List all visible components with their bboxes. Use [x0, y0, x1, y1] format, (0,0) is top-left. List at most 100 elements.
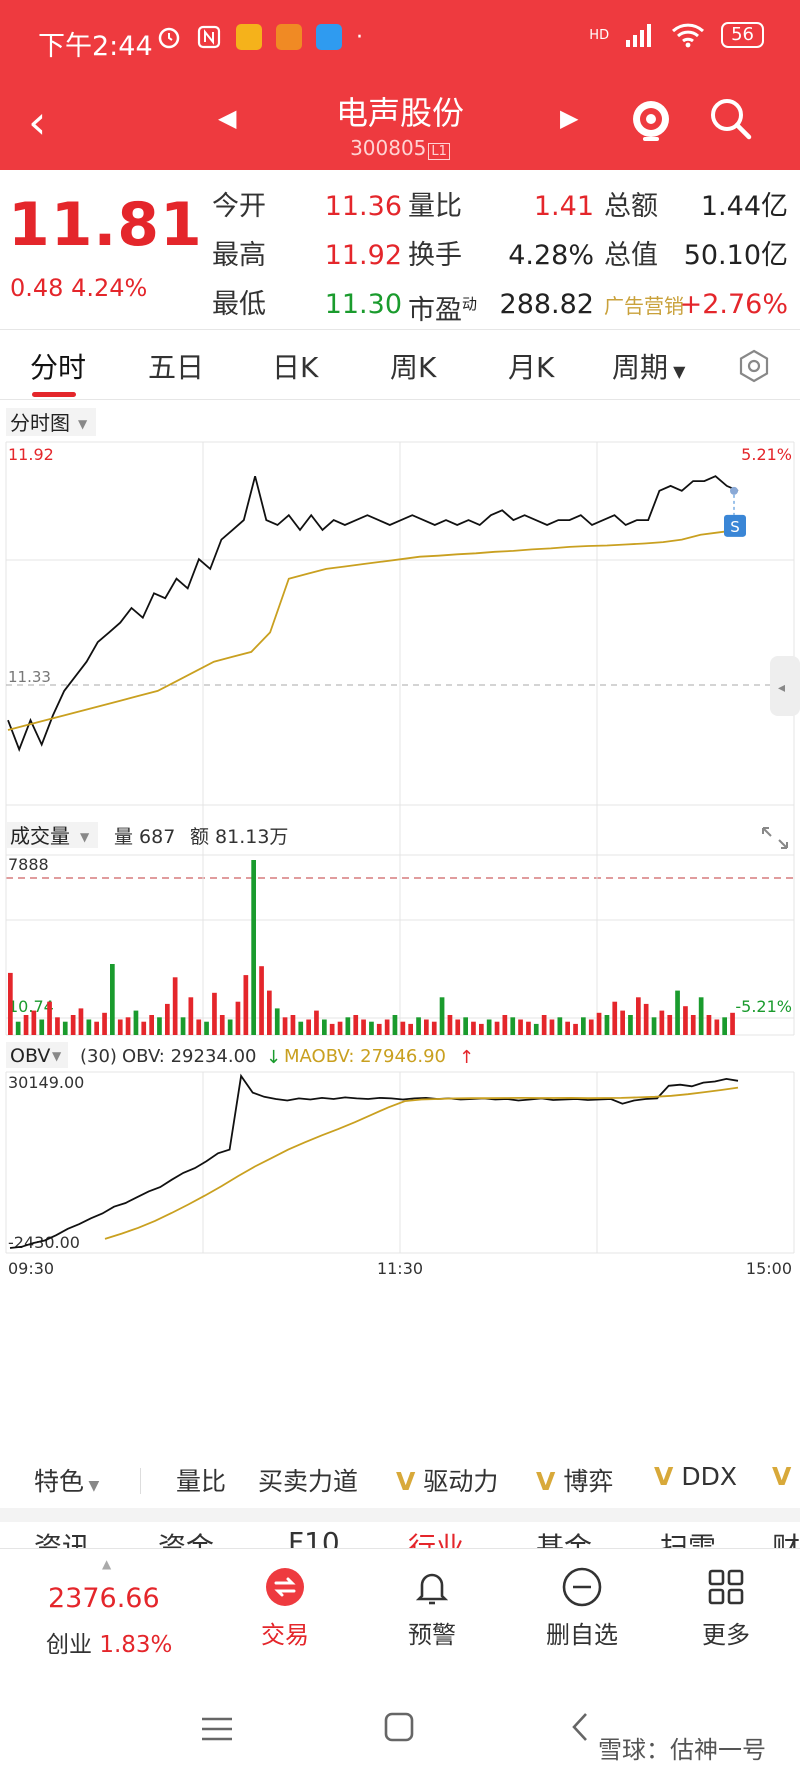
- indicator-more[interactable]: V: [772, 1462, 799, 1491]
- price-line: [7, 475, 739, 753]
- volume-bar: [39, 1019, 45, 1035]
- volume-bar: [204, 1021, 209, 1035]
- back-nav-icon[interactable]: [570, 1712, 590, 1742]
- tab-f10[interactable]: F10: [288, 1526, 340, 1550]
- x-tick-open: 09:30: [8, 1259, 54, 1278]
- tab-weekly-k[interactable]: 周K: [390, 351, 437, 384]
- tab-finance[interactable]: 财: [772, 1531, 800, 1550]
- volume-bar: [447, 1015, 453, 1035]
- volume-bar: [47, 1001, 52, 1035]
- search-icon[interactable]: [706, 94, 754, 142]
- side-collapse-handle[interactable]: ◂: [770, 656, 800, 716]
- volume-bar: [70, 1015, 76, 1035]
- next-stock-button[interactable]: ▶: [560, 104, 579, 132]
- volume-bar: [494, 1021, 500, 1035]
- trade-label: 交易: [261, 1621, 309, 1649]
- tab-funds-flow[interactable]: 资金: [158, 1531, 215, 1550]
- remove-watchlist-icon: [562, 1567, 602, 1607]
- volume-bar: [518, 1019, 523, 1035]
- chevron-down-icon: ▼: [52, 1049, 62, 1063]
- assistant-robot-icon[interactable]: [626, 94, 676, 144]
- turnover-value: 4.28%: [508, 240, 594, 271]
- volume-bar: [714, 1019, 720, 1035]
- bottom-toolbar: ▲ 2376.66 创业 1.83% 交易 预警 删自选 更多: [0, 1548, 800, 1678]
- volume-bar: [102, 1012, 107, 1035]
- y-axis-top-label: 11.92: [8, 445, 54, 464]
- tab-monthly-k[interactable]: 月K: [508, 351, 555, 384]
- tab-daily-k[interactable]: 日K: [272, 351, 319, 384]
- active-tab-indicator: [32, 392, 76, 397]
- network-type: HD: [589, 27, 610, 43]
- indicator-volume-ratio[interactable]: 量比: [176, 1467, 227, 1496]
- tab-risk[interactable]: 扫雷: [660, 1531, 717, 1550]
- trade-button[interactable]: 交易: [225, 1565, 345, 1650]
- volume-bar: [628, 1015, 633, 1035]
- tab-intraday[interactable]: 分时: [30, 351, 87, 384]
- volume-bar: [306, 1019, 311, 1035]
- alert-button[interactable]: 预警: [372, 1565, 492, 1650]
- more-button[interactable]: 更多: [666, 1565, 786, 1650]
- indicator-buy-sell-force[interactable]: 买卖力道: [258, 1467, 359, 1496]
- volume-max-label: 7888: [8, 855, 49, 874]
- volume-selector[interactable]: [6, 822, 98, 848]
- tab-fund[interactable]: 基金: [536, 1531, 593, 1550]
- volume-bar: [125, 1017, 131, 1035]
- obv-selector[interactable]: [6, 1042, 68, 1068]
- volume-bar: [353, 1015, 359, 1035]
- volume-bar: [510, 1017, 516, 1035]
- volume-bar: [533, 1023, 539, 1035]
- obv-title: OBV: [10, 1045, 50, 1067]
- settings-hexagon-icon[interactable]: [736, 348, 772, 384]
- volume-bar: [408, 1023, 413, 1035]
- volume-bar: [698, 997, 704, 1035]
- tab-industry[interactable]: 行业: [408, 1531, 465, 1550]
- indicator-game[interactable]: V 博弈: [536, 1462, 613, 1498]
- indicator-featured[interactable]: 特色 ▼: [34, 1462, 99, 1498]
- bell-icon: [415, 1573, 449, 1605]
- volume-bar: [565, 1021, 570, 1035]
- vip-v-icon: V: [654, 1462, 674, 1491]
- intraday-selector[interactable]: 分时图 ▼: [6, 408, 96, 436]
- y-axis-bottom-pct: -5.21%: [735, 997, 792, 1016]
- volume-title: 成交量: [10, 824, 70, 848]
- obv-param: (30): [80, 1046, 117, 1067]
- divider: [140, 1468, 141, 1494]
- volume-bar: [400, 1021, 406, 1035]
- maobv-line: [104, 1086, 739, 1240]
- tab-five-day[interactable]: 五日: [148, 351, 205, 384]
- stock-code-row: 300805 L1: [0, 136, 800, 160]
- volume-bar: [581, 1017, 586, 1035]
- menu-icon[interactable]: [200, 1716, 234, 1742]
- tab-news[interactable]: 资讯: [34, 1531, 91, 1550]
- volume-bar: [282, 1017, 288, 1035]
- volume-bar: [267, 990, 272, 1035]
- low-label: 最低: [212, 289, 266, 320]
- back-button[interactable]: ‹: [28, 95, 47, 149]
- maobv-value-label: MAOBV: 27946.90: [284, 1046, 446, 1067]
- volume-bar: [235, 1001, 241, 1035]
- volume-bar: [636, 997, 641, 1035]
- remove-watchlist-button[interactable]: 删自选: [522, 1565, 642, 1650]
- volume-bar: [55, 1017, 60, 1035]
- volume-bar: [651, 1017, 657, 1035]
- more-label: 更多: [702, 1621, 750, 1649]
- volume-bar: [133, 1010, 139, 1035]
- home-icon[interactable]: [384, 1712, 414, 1742]
- volume-bar: [486, 1019, 492, 1035]
- indicator-driving-force[interactable]: V 驱动力: [396, 1462, 498, 1498]
- svg-text:◂: ◂: [778, 680, 785, 696]
- volume-bar: [471, 1021, 476, 1035]
- volume-bar: [86, 1019, 92, 1035]
- sector-link[interactable]: 广告营销 +2.76%: [604, 280, 788, 329]
- sell-signal-marker[interactable]: S: [724, 514, 746, 537]
- volume-bar: [227, 1019, 233, 1035]
- tab-period[interactable]: 周期 ▼: [612, 346, 685, 386]
- low-value: 11.30: [324, 289, 402, 320]
- driving-force-label: 驱动力: [423, 1467, 499, 1496]
- expand-icon[interactable]: [762, 827, 788, 849]
- volume-bar: [604, 1015, 610, 1035]
- indicator-ddx[interactable]: V DDX: [654, 1462, 737, 1491]
- stock-code: 300805: [350, 136, 427, 160]
- prev-stock-button[interactable]: ◀: [218, 104, 237, 132]
- turnover-label: 换手: [408, 240, 462, 271]
